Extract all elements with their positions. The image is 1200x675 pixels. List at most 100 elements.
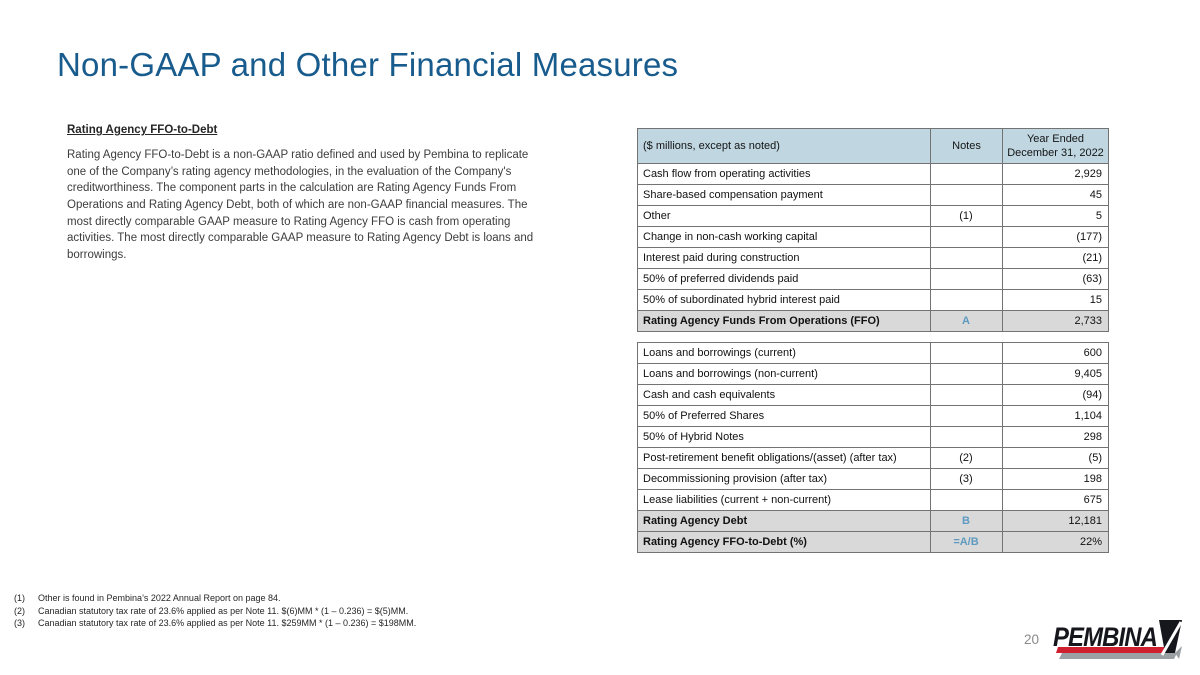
row-note <box>930 184 1003 206</box>
row-note <box>930 363 1003 385</box>
table-row: Lease liabilities (current + non-current… <box>637 489 1109 511</box>
table-row: Change in non-cash working capital (177) <box>637 226 1109 248</box>
row-note: A <box>930 310 1003 332</box>
pembina-logo: PEMBINA <box>1053 619 1185 665</box>
row-note: (2) <box>930 447 1003 469</box>
row-note: =A/B <box>930 531 1003 553</box>
row-note <box>930 247 1003 269</box>
table-row: Loans and borrowings (non-current) 9,405 <box>637 363 1109 385</box>
row-label: Lease liabilities (current + non-current… <box>637 489 931 511</box>
logo-red-bar <box>1056 647 1175 653</box>
row-note <box>930 426 1003 448</box>
row-label: Interest paid during construction <box>637 247 931 269</box>
row-value: 22% <box>1002 531 1109 553</box>
row-note <box>930 405 1003 427</box>
row-value: 600 <box>1002 342 1109 364</box>
row-value: 675 <box>1002 489 1109 511</box>
row-note <box>930 289 1003 311</box>
table-row: Other (1) 5 <box>637 205 1109 227</box>
pembina-logo-graphic: PEMBINA <box>1053 620 1183 659</box>
page-number: 20 <box>1024 632 1040 647</box>
row-value: 2,733 <box>1002 310 1109 332</box>
row-label: Decommissioning provision (after tax) <box>637 468 931 490</box>
header-notes-label: Notes <box>930 128 1003 164</box>
table-row: 50% of Preferred Shares 1,104 <box>637 405 1109 427</box>
row-label: Post-retirement benefit obligations/(ass… <box>637 447 931 469</box>
ffo-table: ($ millions, except as noted) Notes Year… <box>637 128 1109 332</box>
row-label: Loans and borrowings (current) <box>637 342 931 364</box>
row-label: 50% of preferred dividends paid <box>637 268 931 290</box>
table-row: Rating Agency Debt B 12,181 <box>637 510 1109 532</box>
row-value: (63) <box>1002 268 1109 290</box>
row-note <box>930 226 1003 248</box>
header-period-line2: December 31, 2022 <box>1007 147 1104 159</box>
table-row: 50% of subordinated hybrid interest paid… <box>637 289 1109 311</box>
row-value: 15 <box>1002 289 1109 311</box>
row-value: (21) <box>1002 247 1109 269</box>
footnote-text: Canadian statutory tax rate of 23.6% app… <box>38 618 417 629</box>
table-row: 50% of preferred dividends paid (63) <box>637 268 1109 290</box>
header-measures-label: ($ millions, except as noted) <box>637 128 931 164</box>
table-row: Loans and borrowings (current) 600 <box>637 342 1109 364</box>
logo-flag-slash <box>1160 621 1183 656</box>
row-value: (94) <box>1002 384 1109 406</box>
logo-flag-gray-tip <box>1175 646 1182 659</box>
row-label: Rating Agency FFO-to-Debt (%) <box>637 531 931 553</box>
page-title: Non-GAAP and Other Financial Measures <box>57 46 679 83</box>
footnote-number: (3) <box>14 618 25 629</box>
table-row: 50% of Hybrid Notes 298 <box>637 426 1109 448</box>
row-note: (3) <box>930 468 1003 490</box>
row-label: Other <box>637 205 931 227</box>
row-label: Share-based compensation payment <box>637 184 931 206</box>
table-row: Rating Agency Funds From Operations (FFO… <box>637 310 1109 332</box>
header-period-label: Year Ended December 31, 2022 <box>1002 128 1109 164</box>
section-heading: Rating Agency FFO-to-Debt <box>67 124 218 136</box>
footnotes: (1) Other is found in Pembina’s 2022 Ann… <box>14 592 416 630</box>
row-label: Change in non-cash working capital <box>637 226 931 248</box>
footnote-number: (2) <box>14 605 25 616</box>
table-row: Rating Agency FFO-to-Debt (%) =A/B 22% <box>637 531 1109 553</box>
row-note <box>930 163 1003 185</box>
row-note: B <box>930 510 1003 532</box>
row-value: 198 <box>1002 468 1109 490</box>
debt-table: Loans and borrowings (current) 600 Loans a… <box>637 342 1109 553</box>
section-paragraph: Rating Agency FFO-to-Debt is a non-GAAP … <box>67 149 534 262</box>
row-label: Cash and cash equivalents <box>637 384 931 406</box>
left-text-panel: Rating Agency FFO-to-Debt Rating Agency … <box>67 124 537 264</box>
header-period-line1: Year Ended <box>1026 132 1085 145</box>
row-label: 50% of Preferred Shares <box>637 405 931 427</box>
logo-gray-shadow-bar <box>1059 653 1177 659</box>
table-row: Cash and cash equivalents (94) <box>637 384 1109 406</box>
row-label: Rating Agency Debt <box>637 510 931 532</box>
table-header-row: ($ millions, except as noted) Notes Year… <box>637 128 1109 164</box>
row-note <box>930 489 1003 511</box>
logo-wordmark: PEMBINA <box>1053 622 1157 652</box>
row-value: (5) <box>1002 447 1109 469</box>
table-row: Decommissioning provision (after tax) (3)… <box>637 468 1109 490</box>
row-value: 9,405 <box>1002 363 1109 385</box>
table-row: Share-based compensation payment 45 <box>637 184 1109 206</box>
row-note <box>930 384 1003 406</box>
row-value: (177) <box>1002 226 1109 248</box>
footnote: (3) Canadian statutory tax rate of 23.6%… <box>14 617 416 630</box>
row-value: 5 <box>1002 205 1109 227</box>
row-label: Cash flow from operating activities <box>637 163 931 185</box>
row-note <box>930 342 1003 364</box>
row-value: 298 <box>1002 426 1109 448</box>
footnote: (1) Other is found in Pembina’s 2022 Ann… <box>14 592 416 605</box>
footnote-number: (1) <box>14 593 25 603</box>
financial-tables: ($ millions, except as noted) Notes Year… <box>637 128 1109 553</box>
row-value: 2,929 <box>1002 163 1109 185</box>
row-note <box>930 268 1003 290</box>
row-label: Loans and borrowings (non-current) <box>637 363 931 385</box>
footnote: (2) Canadian statutory tax rate of 23.6%… <box>14 605 416 618</box>
footnote-text: Other is found in Pembina’s 2022 Annual … <box>38 593 281 603</box>
row-note: (1) <box>930 205 1003 227</box>
row-label: 50% of subordinated hybrid interest paid <box>637 289 931 311</box>
footnote-text: Canadian statutory tax rate of 23.6% app… <box>38 605 409 616</box>
row-label: Rating Agency Funds From Operations (FFO… <box>637 310 931 332</box>
row-value: 1,104 <box>1002 405 1109 427</box>
table-row: Interest paid during construction (21) <box>637 247 1109 269</box>
table-row: Cash flow from operating activities 2,929 <box>637 163 1109 185</box>
